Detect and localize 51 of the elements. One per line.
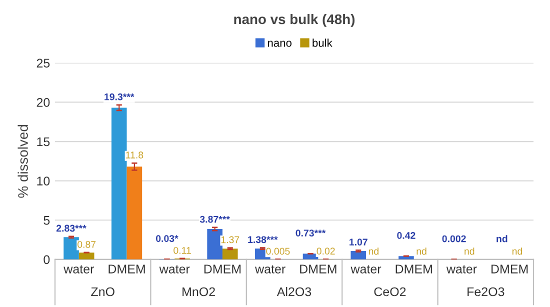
text: Fe2O3 bbox=[468, 287, 504, 296]
text: nd bbox=[368, 248, 378, 255]
text: MnO2 bbox=[182, 287, 215, 296]
data-label: 0.03* bbox=[156, 235, 178, 242]
data-label: 1.38*** bbox=[248, 236, 278, 244]
data-label: 1.37 bbox=[221, 236, 240, 244]
text: CeO2 bbox=[374, 287, 406, 296]
text: Al2O3 bbox=[276, 286, 312, 296]
legend-label: bulk bbox=[312, 38, 332, 47]
bar bbox=[126, 166, 142, 260]
bar bbox=[222, 248, 238, 260]
text: ZnO bbox=[91, 287, 114, 296]
x-tick-label: DMEM bbox=[396, 264, 432, 274]
data-label: 0.42 bbox=[397, 232, 416, 239]
data-label: 2.83*** bbox=[56, 224, 86, 232]
x-tick-label: DMEM bbox=[492, 264, 528, 274]
y-tick-label: 10 bbox=[37, 176, 50, 186]
x-tick-label: water bbox=[350, 265, 382, 274]
data-label: 0.005 bbox=[266, 248, 290, 255]
y-tick-label: 0 bbox=[44, 255, 50, 264]
legend-label: nano bbox=[268, 40, 292, 47]
text: nd bbox=[416, 248, 426, 255]
text: nd bbox=[496, 235, 508, 242]
data-label: 0.002 bbox=[442, 235, 466, 242]
x-tick-label: water bbox=[159, 265, 190, 274]
data-label: 1.07 bbox=[350, 238, 368, 246]
text: nd bbox=[464, 248, 474, 255]
x-tick-label: DMEM bbox=[108, 264, 145, 274]
bar bbox=[111, 108, 127, 260]
x-tick-label: DMEM bbox=[204, 264, 241, 274]
y-tick-label: 20 bbox=[36, 98, 50, 107]
y-tick-label: 15 bbox=[37, 137, 50, 146]
text: nd bbox=[512, 248, 522, 255]
data-label: 0.87 bbox=[78, 240, 96, 248]
bar bbox=[64, 237, 79, 260]
data-label: 0.73*** bbox=[296, 230, 326, 236]
x-tick-label: water bbox=[446, 265, 477, 274]
x-tick-label: water bbox=[255, 265, 286, 274]
chart-title: nano vs bulk (48h) bbox=[234, 14, 355, 27]
bar bbox=[207, 229, 222, 260]
data-label: 19.3*** bbox=[104, 93, 134, 100]
data-label: 11.8 bbox=[126, 152, 144, 158]
data-label: 0.11 bbox=[174, 246, 191, 254]
data-label: 0.02 bbox=[316, 248, 335, 255]
y-tick-label: 5 bbox=[44, 216, 50, 225]
bar bbox=[350, 251, 366, 260]
x-tick-label: DMEM bbox=[300, 264, 336, 274]
x-tick-label: water bbox=[64, 265, 94, 274]
y-axis-title: % dissolved bbox=[18, 125, 28, 198]
data-label: 3.87*** bbox=[200, 216, 230, 223]
y-tick-label: 25 bbox=[36, 58, 50, 68]
